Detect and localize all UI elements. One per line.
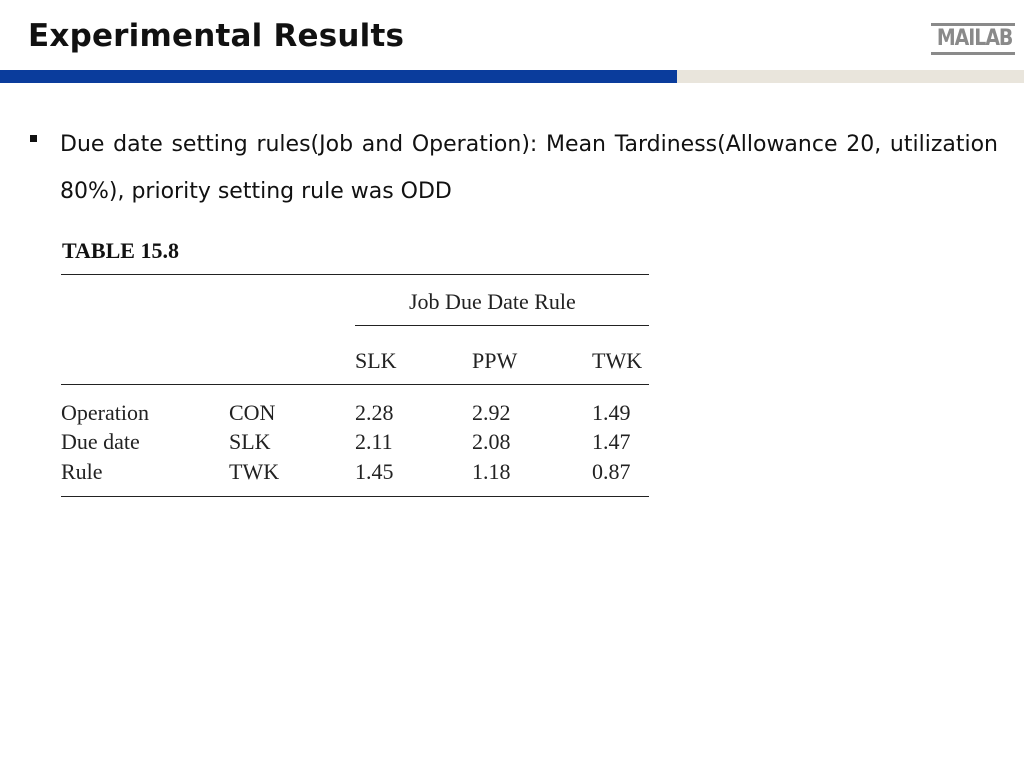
table-top-rule [61, 274, 649, 275]
table-group-rule [355, 325, 649, 326]
table-bottom-rule [61, 496, 649, 497]
table-cell: 2.28 [355, 400, 394, 425]
table-cell: 0.87 [592, 459, 631, 484]
table-cell: 2.11 [355, 429, 393, 454]
header-divider-blue [0, 70, 677, 83]
table-group-header: Job Due Date Rule [409, 289, 576, 314]
table-cell: 1.49 [592, 400, 631, 425]
logo-bottom-bar [931, 52, 1015, 55]
table-cell: 2.92 [472, 400, 511, 425]
logo-text: MAILAB [936, 26, 1013, 51]
table-column-header: PPW [472, 348, 518, 373]
bullet-item: Due date setting rules(Job and Operation… [28, 121, 998, 215]
table-row-sublabel: SLK [229, 429, 271, 454]
header-divider [0, 70, 1024, 83]
logo-top-bar [931, 23, 1015, 26]
slide-title: Experimental Results [28, 18, 405, 54]
bullet-text: Due date setting rules(Job and Operation… [60, 132, 998, 204]
table-cell: 1.45 [355, 459, 394, 484]
table-caption: TABLE 15.8 [62, 238, 179, 263]
table-row-label: Rule [61, 459, 103, 484]
table-row-sublabel: CON [229, 400, 276, 425]
table-column-header: SLK [355, 348, 397, 373]
table-header-rule [61, 384, 649, 385]
table-column-header: TWK [592, 348, 643, 373]
square-bullet-icon [30, 135, 37, 142]
table-row-sublabel: TWK [229, 459, 280, 484]
table-row-label: Due date [61, 429, 140, 454]
header-divider-beige [677, 70, 1024, 83]
table-cell: 1.18 [472, 459, 511, 484]
mailab-logo: MAILAB [931, 22, 1015, 56]
table-row-label: Operation [61, 400, 149, 425]
table-cell: 1.47 [592, 429, 631, 454]
table-cell: 2.08 [472, 429, 511, 454]
